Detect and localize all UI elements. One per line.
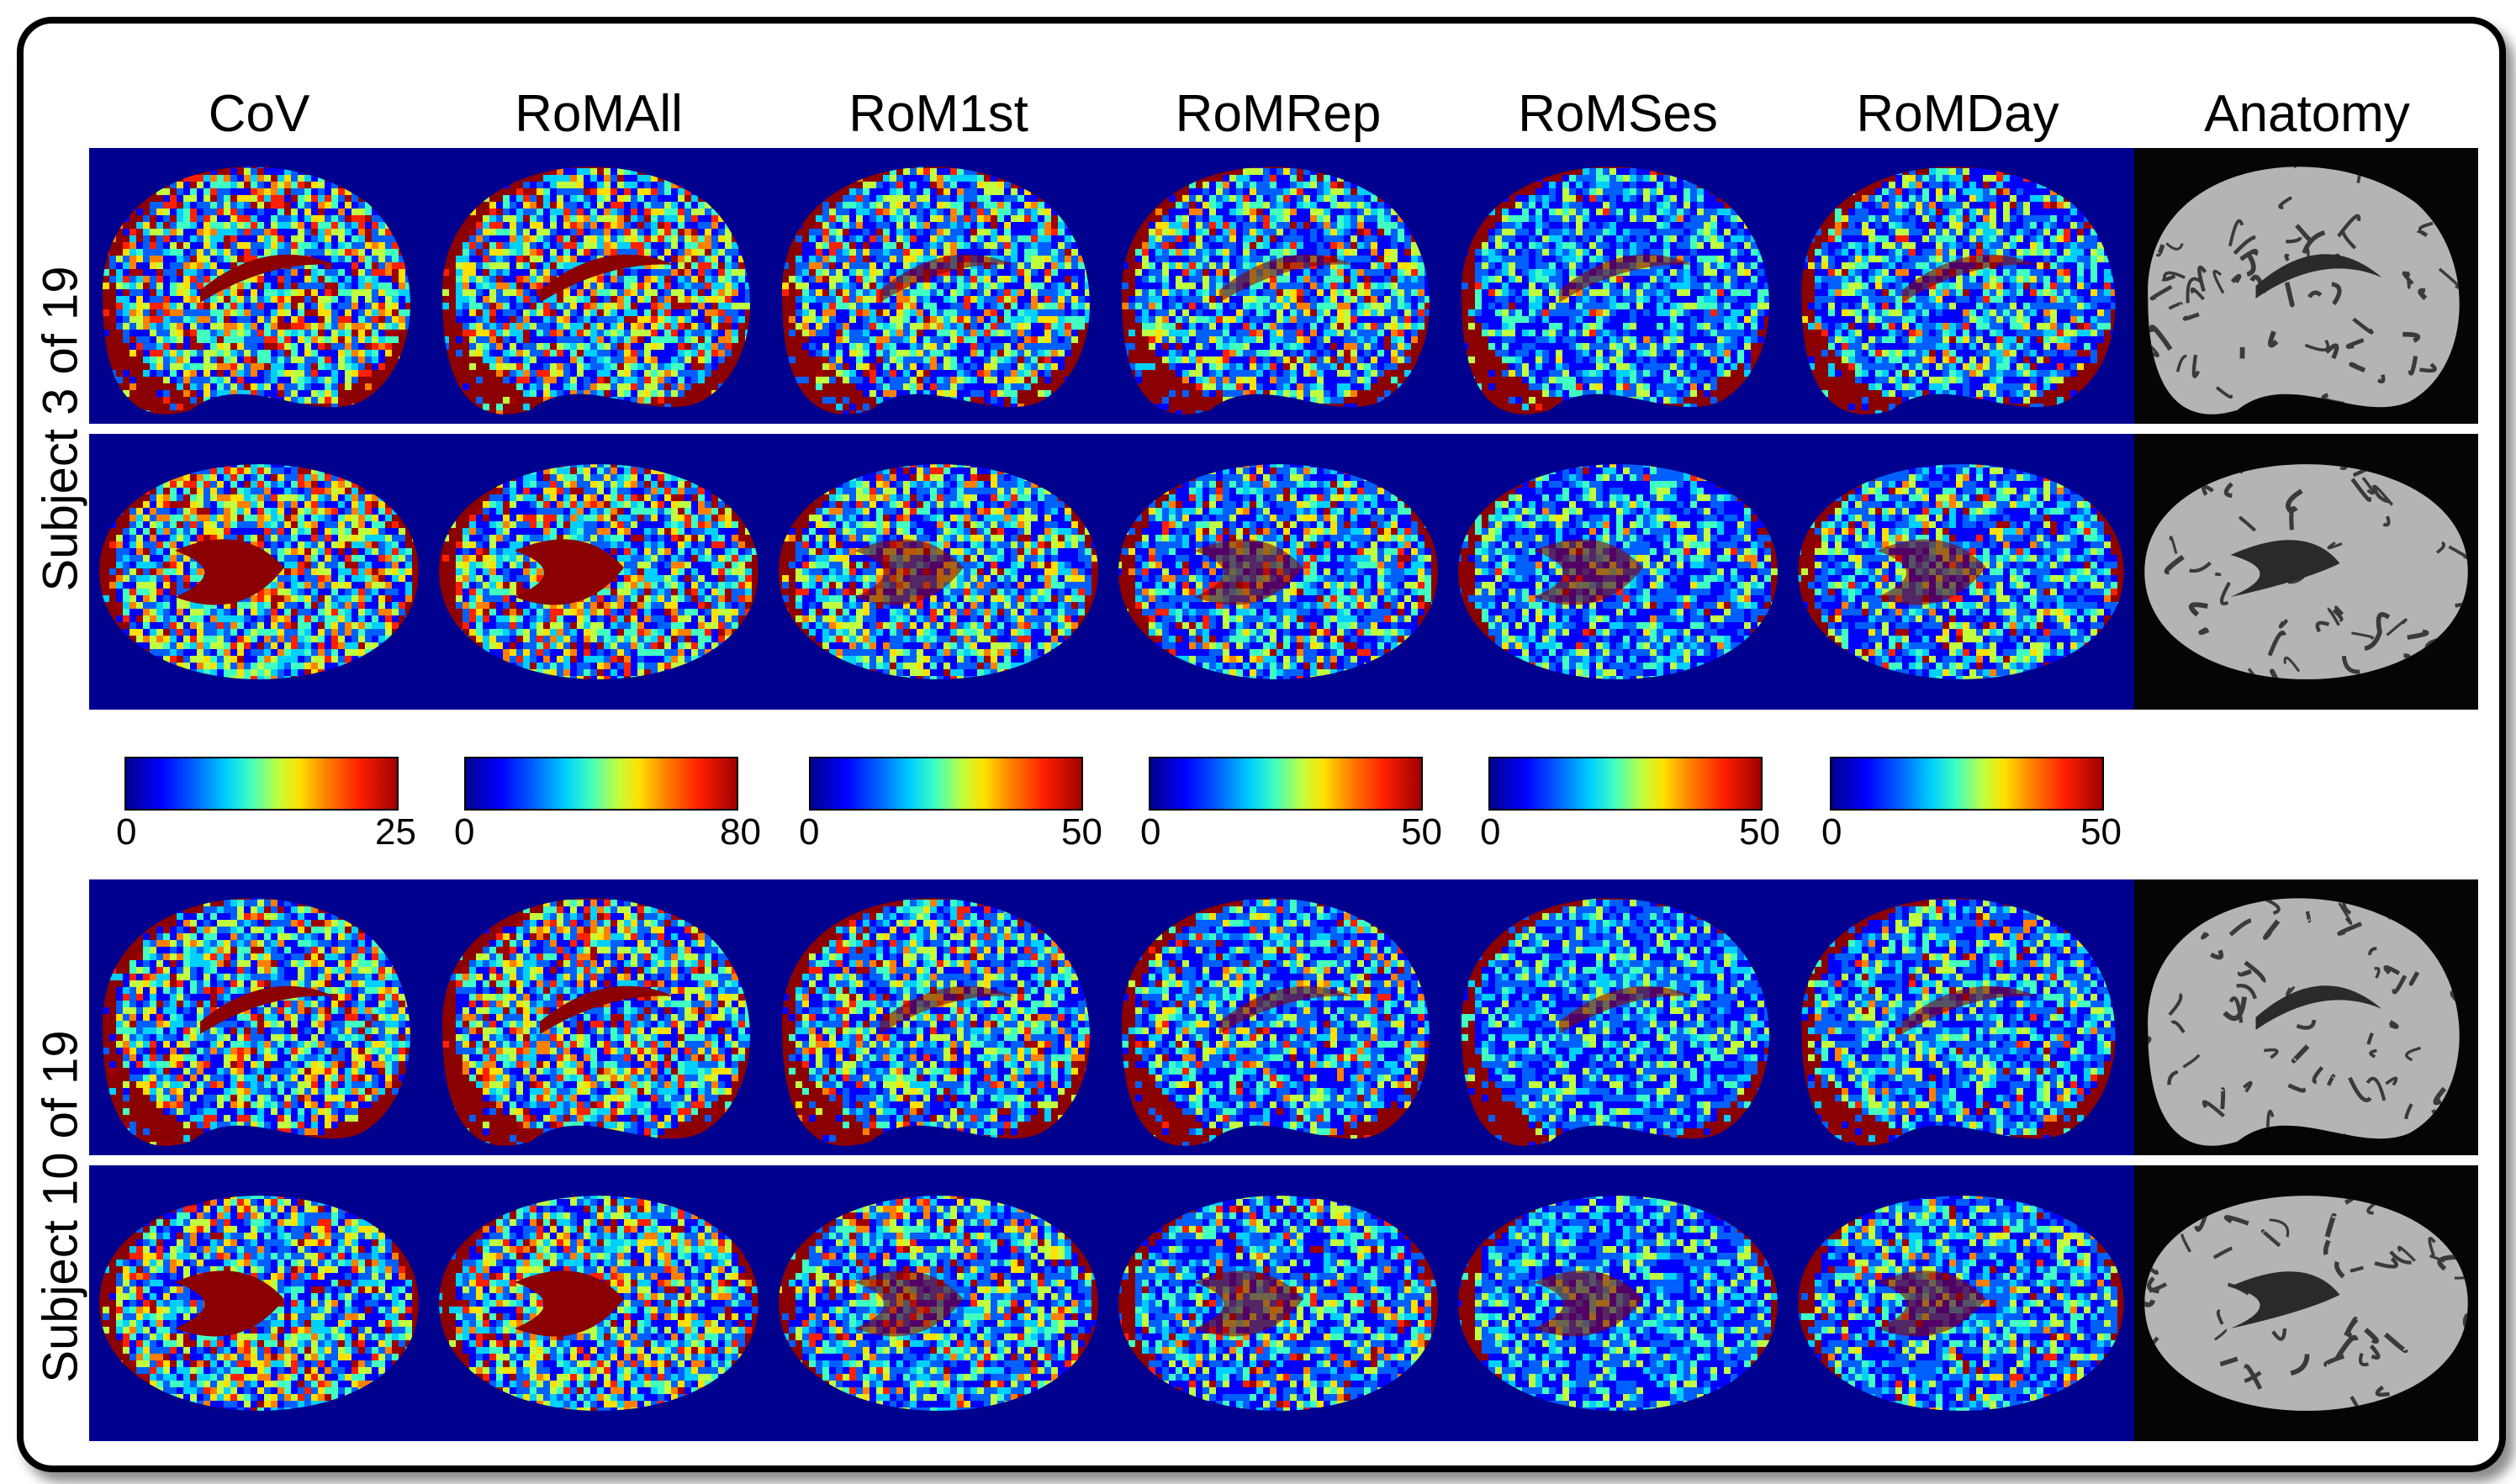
brain-map-image <box>769 879 1108 1155</box>
column-title-romday: RoMDay <box>1788 81 2128 148</box>
colorbar-romall <box>464 757 738 811</box>
subject-3-sagittal-row <box>89 148 2478 424</box>
colorbar-romses <box>1488 757 1763 811</box>
brain-map-image <box>89 879 429 1155</box>
brain-map-image <box>1108 879 1448 1155</box>
anatomy-image <box>2134 434 2478 710</box>
colorbar-romall-min: 0 <box>454 809 474 856</box>
colorbar-romses-max: 50 <box>1739 809 1780 856</box>
brain-map-image <box>89 1165 429 1441</box>
column-title-cov: CoV <box>89 81 429 148</box>
colorbar-rom1st <box>809 757 1083 811</box>
colorbar-romses-min: 0 <box>1480 809 1500 856</box>
anatomy-image <box>2134 879 2478 1155</box>
anatomy-image <box>2134 148 2478 424</box>
brain-map-image <box>1448 434 1788 710</box>
subject-3-axial-row <box>89 434 2478 710</box>
brain-map-image <box>1448 1165 1788 1441</box>
brain-map-image <box>429 148 769 424</box>
brain-map-image <box>769 148 1108 424</box>
brain-map-image <box>1108 434 1448 710</box>
brain-map-image <box>1788 148 2134 424</box>
subject-10-sagittal-row <box>89 879 2478 1155</box>
brain-map-image <box>1448 879 1788 1155</box>
brain-map-image <box>1788 434 2134 710</box>
brain-map-image <box>1788 879 2134 1155</box>
brain-map-image <box>769 434 1108 710</box>
colorbar-rom1st-min: 0 <box>799 809 819 856</box>
brain-map-image <box>769 1165 1108 1441</box>
brain-map-image <box>89 434 429 710</box>
column-title-romses: RoMSes <box>1448 81 1788 148</box>
column-title-rom1st: RoM1st <box>769 81 1108 148</box>
brain-map-image <box>1788 1165 2134 1441</box>
subject-label-10: Subject 10 of 19 <box>33 1030 89 1382</box>
colorbar-cov <box>124 757 399 811</box>
colorbar-cov-min: 0 <box>116 809 136 856</box>
colorbar-romall-max: 80 <box>720 809 761 856</box>
colorbar-romday <box>1830 757 2104 811</box>
colorbar-rom1st-max: 50 <box>1061 809 1102 856</box>
colorbar-cov-max: 25 <box>375 809 416 856</box>
brain-map-image <box>89 148 429 424</box>
column-title-romall: RoMAll <box>429 81 769 148</box>
brain-map-image <box>1108 1165 1448 1441</box>
row-divider <box>89 1155 2478 1165</box>
subject-10-axial-row <box>89 1165 2478 1441</box>
anatomy-image <box>2134 1165 2478 1441</box>
brain-map-image <box>429 1165 769 1441</box>
brain-map-image <box>429 879 769 1155</box>
column-title-anatomy: Anatomy <box>2136 81 2478 148</box>
colorbar-romrep <box>1149 757 1423 811</box>
colorbar-romday-min: 0 <box>1821 809 1842 856</box>
brain-map-image <box>1448 148 1788 424</box>
column-title-romrep: RoMRep <box>1108 81 1448 148</box>
colorbar-romrep-max: 50 <box>1401 809 1442 856</box>
brain-map-image <box>1108 148 1448 424</box>
brain-map-image <box>429 434 769 710</box>
subject-label-3: Subject 3 of 19 <box>33 267 89 592</box>
row-divider <box>89 424 2478 434</box>
colorbar-romday-max: 50 <box>2080 809 2122 856</box>
colorbar-romrep-min: 0 <box>1140 809 1160 856</box>
